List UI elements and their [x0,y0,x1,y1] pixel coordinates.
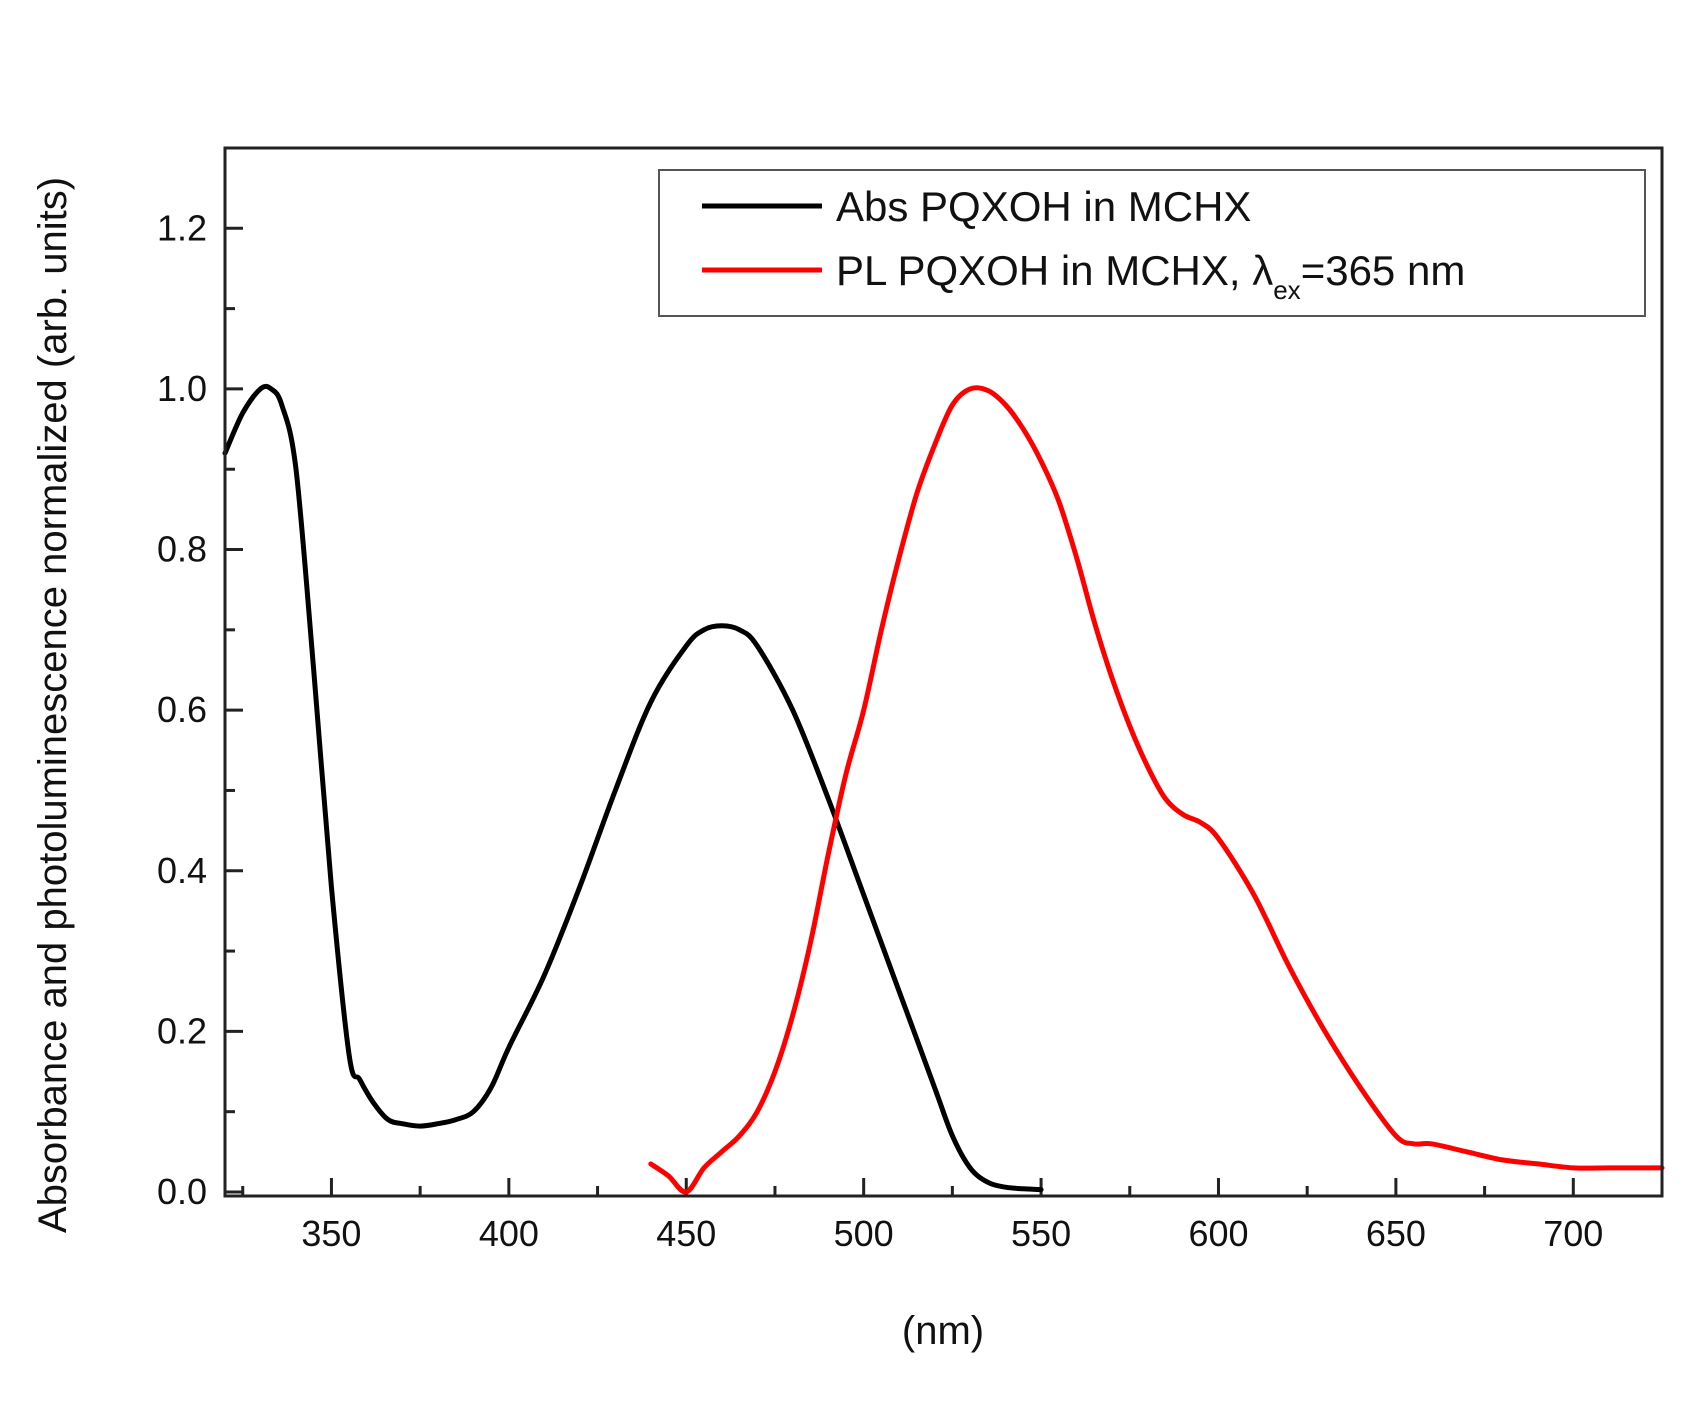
legend-label-pl-main: PL PQXOH in MCHX, λ [836,247,1273,294]
y-tick-label: 0.6 [157,689,207,730]
legend-box [658,169,1646,317]
legend: Abs PQXOH in MCHX PL PQXOH in MCHX, λex=… [658,169,1646,317]
x-tick-label: 400 [479,1213,539,1254]
x-axis-title: (nm) [902,1309,984,1353]
axis-tick-labels: 350 400 450 500 550 600 650 700 0.0 0.2 0.4 0.6 0.8 1… [157,207,1603,1254]
y-tick-label: 0.4 [157,850,207,891]
plot-frame [223,146,1664,1198]
series-line-pl [648,385,1665,1195]
y-tick-label: 1.2 [157,207,207,248]
x-tick-label: 700 [1543,1213,1603,1254]
legend-label-pl-subscript: ex [1273,275,1300,305]
x-tick-label: 600 [1188,1213,1248,1254]
x-tick-label: 350 [301,1213,361,1254]
legend-label-pl: PL PQXOH in MCHX, λex=365 nm [836,247,1465,305]
y-tick-label: 1.0 [157,368,207,409]
x-tick-label: 500 [834,1213,894,1254]
series-line-abs [222,383,1044,1193]
x-tick-label: 550 [1011,1213,1071,1254]
series-lines [222,383,1665,1195]
y-tick-label: 0.8 [157,529,207,570]
y-axis-title: Absorbance and photoluminescence normali… [31,177,75,1233]
y-tick-label: 0.0 [157,1171,207,1212]
x-tick-label: 450 [656,1213,716,1254]
legend-label-abs: Abs PQXOH in MCHX [836,183,1251,230]
x-tick-label: 650 [1366,1213,1426,1254]
y-tick-label: 0.2 [157,1010,207,1051]
legend-label-pl-suffix: =365 nm [1301,247,1466,294]
